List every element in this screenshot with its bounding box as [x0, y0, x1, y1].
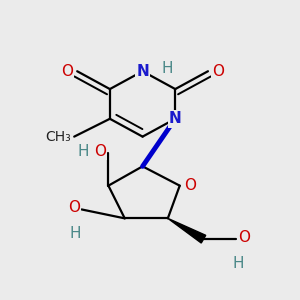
Text: CH₃: CH₃ — [46, 130, 71, 144]
Text: H: H — [69, 226, 81, 241]
Text: O: O — [184, 178, 196, 193]
Text: H: H — [233, 256, 244, 271]
Polygon shape — [168, 218, 206, 243]
Text: N: N — [169, 111, 182, 126]
Text: N: N — [136, 64, 149, 79]
Text: H: H — [162, 61, 173, 76]
Text: O: O — [238, 230, 250, 245]
Text: O: O — [212, 64, 224, 79]
Text: O: O — [94, 144, 106, 159]
Text: H: H — [78, 144, 89, 159]
Text: O: O — [61, 64, 73, 79]
Text: O: O — [68, 200, 80, 214]
